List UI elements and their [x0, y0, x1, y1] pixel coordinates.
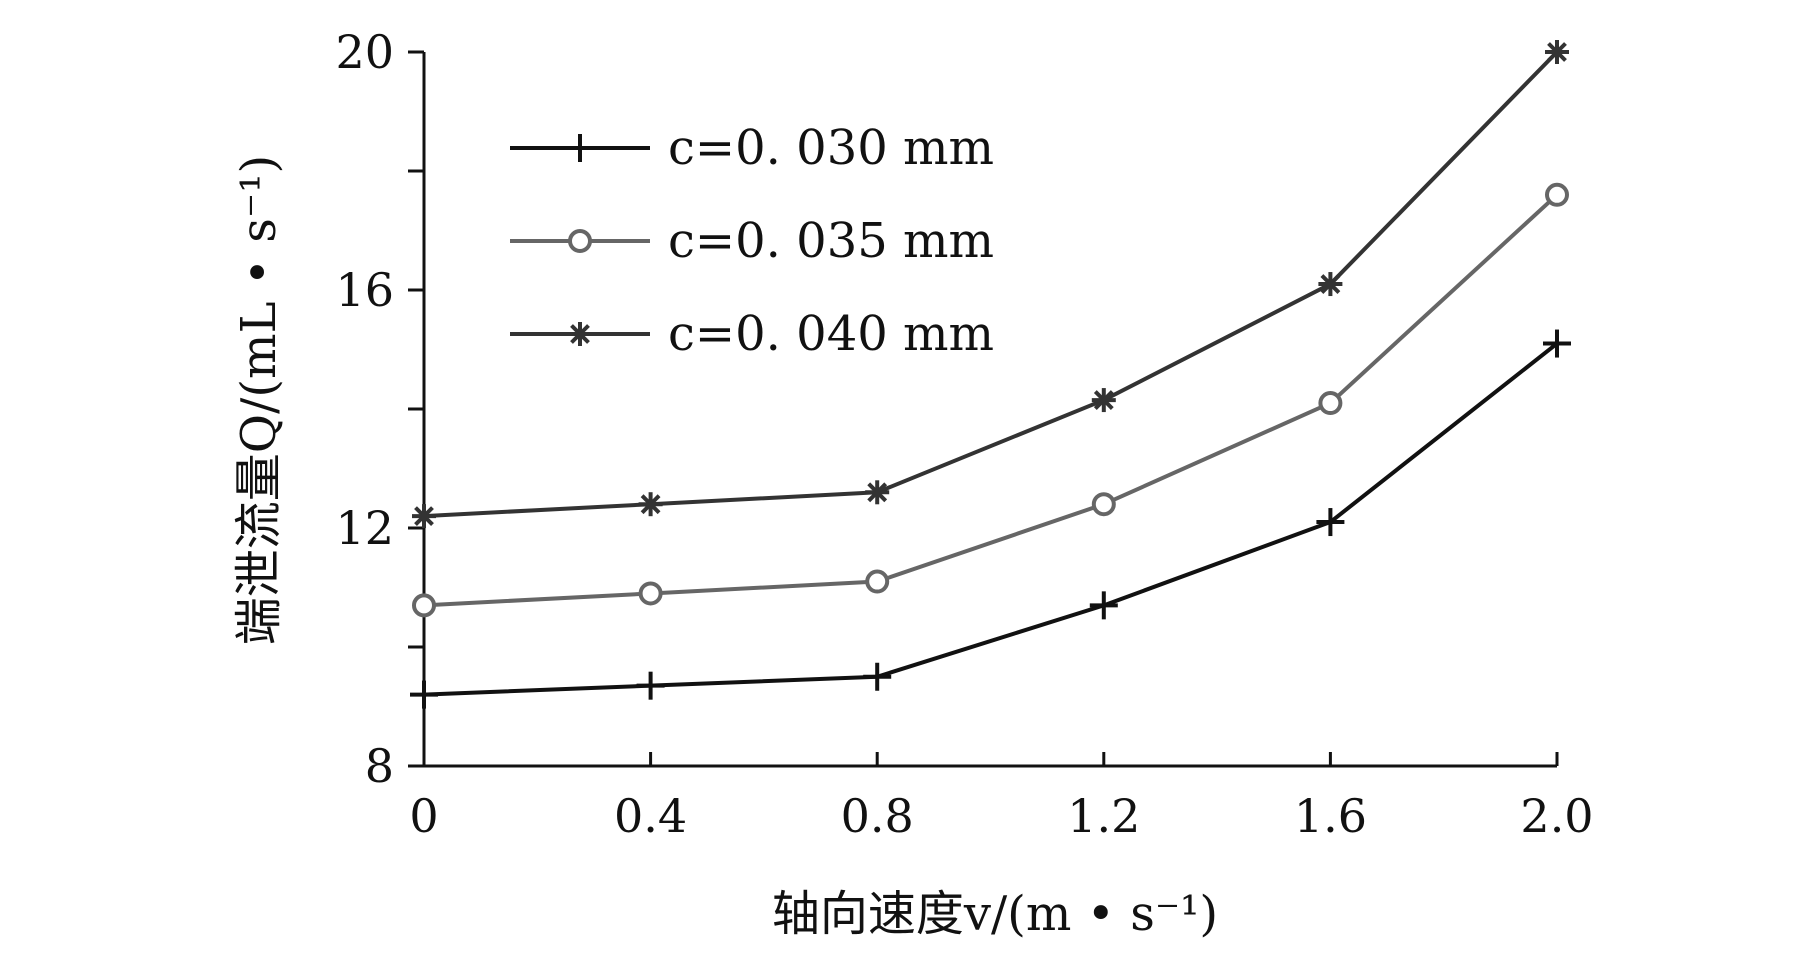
data-point-plus	[863, 662, 892, 691]
y-tick-label: 12	[335, 501, 394, 555]
series-line	[423, 50, 1559, 519]
data-point-plus	[1543, 329, 1571, 358]
y-tick-label: 8	[365, 739, 394, 793]
x-tick-label: 0.4	[614, 789, 687, 843]
data-point-circle	[1091, 492, 1116, 517]
data-point-plus	[410, 680, 438, 709]
y-tick-label: 20	[335, 25, 394, 79]
legend: c=0. 030 mm c=0. 035 mm c=0. 040 mm	[510, 120, 994, 362]
legend-entry: c=0. 035 mm	[510, 213, 994, 269]
legend-label: c=0. 030 mm	[668, 120, 994, 176]
legend-label: c=0. 040 mm	[668, 306, 994, 362]
series-3	[412, 40, 1569, 529]
x-tick-label: 1.2	[1067, 789, 1140, 843]
x-tick-label: 1.6	[1294, 789, 1367, 843]
data-point-star	[1318, 272, 1343, 297]
data-point-star	[1091, 388, 1116, 413]
data-point-circle	[1545, 182, 1569, 207]
data-point-star	[1545, 40, 1569, 64]
data-point-star	[638, 492, 663, 517]
legend-entry: c=0. 030 mm	[510, 120, 994, 176]
series-layer	[410, 40, 1571, 709]
y-tick-label: 16	[335, 263, 394, 317]
series-line	[423, 193, 1559, 608]
series-line	[423, 341, 1559, 697]
legend-entry: c=0. 040 mm	[510, 306, 994, 362]
data-point-plus	[1089, 591, 1118, 620]
x-axis-title: 轴向速度v/(m • s⁻¹)	[772, 886, 1218, 942]
data-point-circle	[865, 569, 890, 594]
x-tick-label: 0	[409, 789, 438, 843]
data-point-star	[412, 504, 436, 529]
data-point-circle	[1318, 391, 1343, 416]
data-point-plus	[566, 134, 594, 162]
x-tick-label: 0.8	[841, 789, 914, 843]
x-tick-label: 2.0	[1520, 789, 1593, 843]
legend-label: c=0. 035 mm	[668, 213, 994, 269]
series-2	[412, 182, 1569, 618]
data-point-plus	[1316, 508, 1345, 537]
series-1	[410, 329, 1571, 709]
axes: 8 12 16 20 0 0.4 0.8 1.2 1.6 2.0	[335, 25, 1593, 843]
data-point-star	[568, 322, 592, 346]
data-point-circle	[638, 581, 663, 606]
data-point-star	[865, 480, 890, 505]
data-point-circle	[568, 229, 592, 253]
y-axis-title: 端泄流量Q/(mL • s⁻¹)	[231, 155, 287, 645]
data-point-circle	[412, 593, 436, 618]
data-point-plus	[636, 671, 665, 700]
